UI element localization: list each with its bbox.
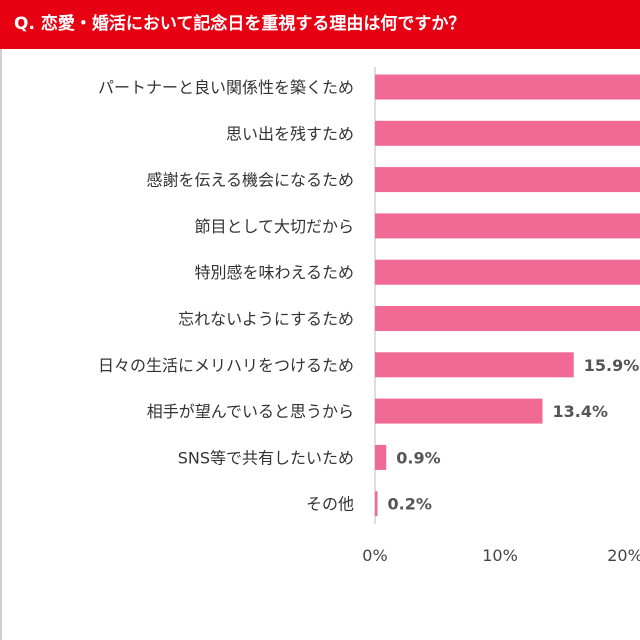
category-label: SNS等で共有したいため (178, 448, 354, 467)
x-tick-label: 0% (362, 546, 387, 565)
category-label: 相手が望んでいると思うから (147, 402, 354, 421)
bar (375, 444, 387, 470)
bar (375, 491, 378, 517)
category-label: 特別感を味わえるため (194, 263, 354, 282)
title-bar: Q. 恋愛・婚活において記念日を重視する理由は何ですか？ (0, 0, 640, 49)
bar (375, 398, 543, 424)
category-label: 日々の生活にメリハリをつけるため (98, 356, 354, 375)
bar (375, 213, 640, 239)
bar (375, 120, 640, 146)
x-tick-label: 10% (482, 546, 518, 565)
category-label: 忘れないようにするため (178, 310, 354, 329)
bar (375, 306, 640, 331)
value-label: 0.2% (388, 495, 432, 514)
bar (375, 352, 574, 378)
category-label: 感謝を伝える機会になるため (146, 171, 354, 190)
value-label: 0.9% (396, 448, 440, 467)
value-label: 15.9% (584, 356, 640, 375)
category-label: パートナーと良い関係性を築くため (98, 78, 354, 97)
category-label: 節目として大切だから (194, 217, 354, 236)
bar-chart: パートナーと良い関係性を築くため思い出を残すため感謝を伝える機会になるため節目と… (98, 67, 640, 565)
bar (375, 167, 640, 193)
chart-title: Q. 恋愛・婚活において記念日を重視する理由は何ですか？ (14, 14, 466, 34)
chart-panel: パートナーと良い関係性を築くため思い出を残すため感謝を伝える機会になるため節目と… (0, 49, 640, 640)
x-tick-label: 20% (607, 546, 640, 565)
value-label: 13.4% (553, 402, 609, 421)
category-label: 思い出を残すため (226, 124, 354, 143)
bar (375, 259, 640, 285)
bar (375, 74, 640, 100)
category-label: その他 (306, 495, 354, 514)
